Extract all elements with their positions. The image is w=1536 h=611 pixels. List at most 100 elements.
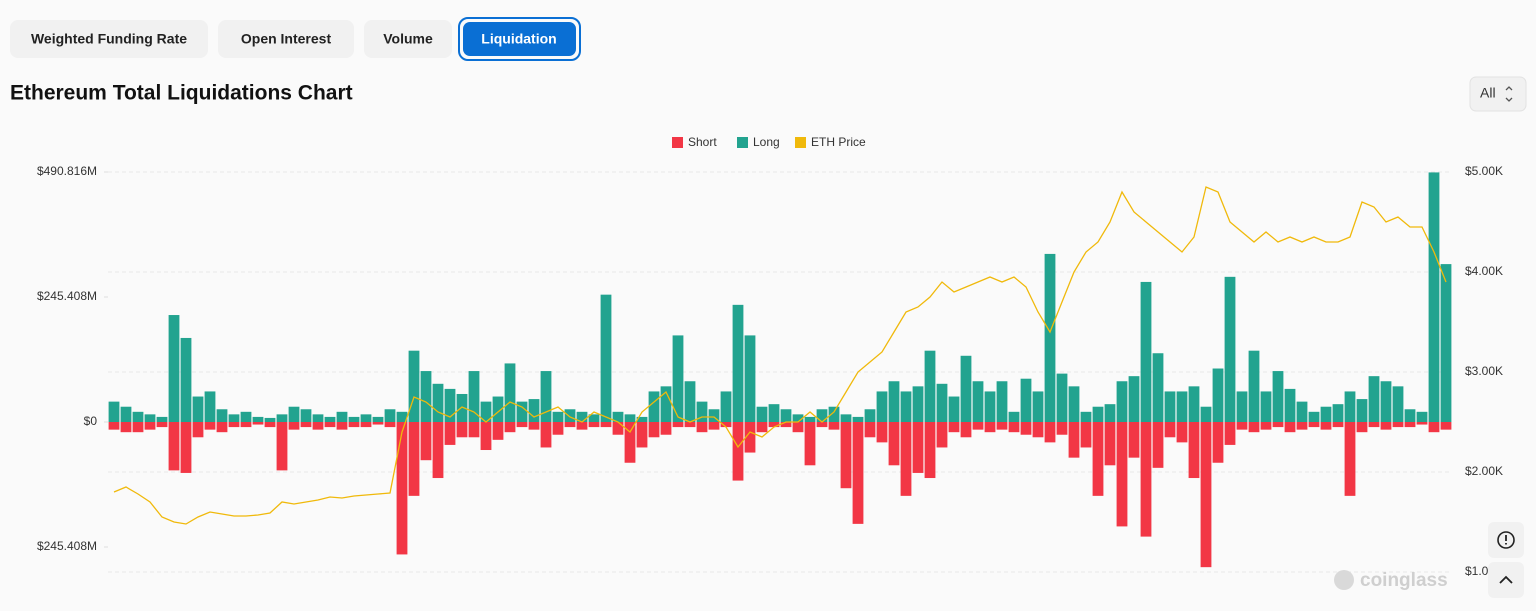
bar xyxy=(828,406,840,422)
bar xyxy=(1224,276,1236,422)
bar xyxy=(456,393,468,422)
tab-label[interactable]: Volume xyxy=(383,31,433,47)
bar xyxy=(612,421,624,435)
y2-tick-label: $5.00K xyxy=(1465,164,1503,178)
bar xyxy=(360,421,372,428)
tab-label[interactable]: Liquidation xyxy=(481,31,556,47)
bar xyxy=(468,371,480,422)
bar xyxy=(204,421,216,430)
price-line xyxy=(113,186,1447,525)
bar xyxy=(1068,386,1080,422)
bar xyxy=(300,421,312,428)
bar xyxy=(288,421,300,430)
bar xyxy=(612,411,624,422)
select-arrows xyxy=(1505,86,1513,102)
bar xyxy=(840,414,852,422)
bar xyxy=(1440,264,1452,422)
bar xyxy=(528,421,540,430)
bar xyxy=(552,421,564,435)
bar xyxy=(972,421,984,430)
bar xyxy=(444,421,456,445)
bar xyxy=(1416,421,1428,425)
bar xyxy=(876,421,888,443)
y-tick-label: $245.408M xyxy=(37,539,97,553)
bar xyxy=(900,391,912,422)
legend-swatch xyxy=(737,137,748,148)
bar xyxy=(948,396,960,422)
bar xyxy=(852,421,864,524)
alert-icon xyxy=(1497,531,1515,549)
watermark-logo xyxy=(1334,570,1354,590)
bar xyxy=(1020,378,1032,422)
y2-tick-label: $4.00K xyxy=(1465,264,1503,278)
bar xyxy=(1092,406,1104,422)
range-select[interactable] xyxy=(1469,76,1527,112)
bar xyxy=(792,414,804,422)
bar xyxy=(876,391,888,422)
bar xyxy=(768,404,780,422)
bar xyxy=(1392,386,1404,422)
bar xyxy=(240,421,252,428)
bar xyxy=(636,416,648,422)
bar xyxy=(336,421,348,430)
bar xyxy=(432,383,444,422)
bar xyxy=(672,421,684,428)
bar xyxy=(348,421,360,428)
bar xyxy=(120,406,132,422)
bar xyxy=(1104,421,1116,466)
tab-active[interactable] xyxy=(463,22,576,56)
bar xyxy=(744,421,756,453)
bar xyxy=(408,350,420,422)
bar xyxy=(1380,381,1392,422)
bar xyxy=(852,416,864,422)
bar xyxy=(780,409,792,422)
bar xyxy=(960,355,972,422)
bar xyxy=(576,411,588,422)
tab-focus xyxy=(458,17,581,61)
bar xyxy=(636,421,648,448)
range-select-label[interactable]: All xyxy=(1480,85,1496,101)
bar xyxy=(756,406,768,422)
tab[interactable] xyxy=(10,20,208,58)
bar xyxy=(840,421,852,489)
bar xyxy=(996,421,1008,430)
bar xyxy=(1020,421,1032,435)
bar xyxy=(1380,421,1392,430)
tab[interactable] xyxy=(364,20,452,58)
bar xyxy=(216,421,228,433)
bar xyxy=(1044,253,1056,422)
bar xyxy=(1368,421,1380,428)
bar xyxy=(336,411,348,422)
bar xyxy=(432,421,444,479)
bar xyxy=(1356,399,1368,422)
bar xyxy=(228,421,240,428)
bar xyxy=(720,391,732,422)
scroll-top-button[interactable] xyxy=(1488,562,1524,598)
bar xyxy=(264,417,276,422)
tab[interactable] xyxy=(218,20,354,58)
bar xyxy=(192,421,204,438)
bar xyxy=(624,414,636,422)
bar xyxy=(1344,391,1356,422)
bar xyxy=(1056,421,1068,435)
bar xyxy=(144,421,156,430)
bar xyxy=(1320,406,1332,422)
bar xyxy=(324,416,336,422)
bar xyxy=(492,421,504,440)
tab-label[interactable]: Weighted Funding Rate xyxy=(31,31,187,47)
bar xyxy=(1236,421,1248,430)
bar xyxy=(108,421,120,430)
bar xyxy=(276,414,288,422)
bar xyxy=(1008,411,1020,422)
tab-label[interactable]: Open Interest xyxy=(241,31,332,47)
bar xyxy=(1080,421,1092,448)
bar xyxy=(156,416,168,422)
bar xyxy=(1404,409,1416,422)
bar xyxy=(192,396,204,422)
bar xyxy=(768,421,780,428)
bar xyxy=(1212,368,1224,422)
bar xyxy=(180,337,192,422)
bar xyxy=(828,421,840,430)
bar xyxy=(648,391,660,422)
